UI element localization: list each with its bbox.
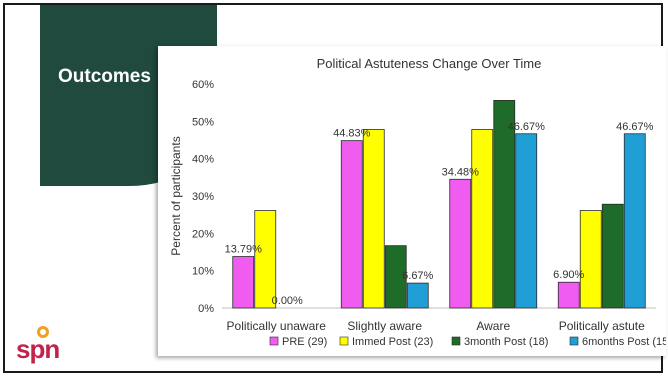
- chart-title: Political Astuteness Change Over Time: [317, 56, 542, 71]
- legend-swatch: [569, 336, 579, 346]
- legend-swatch: [339, 336, 349, 346]
- bar: [493, 100, 516, 309]
- y-axis-label: Percent of participants: [169, 136, 183, 255]
- x-tick-label: Aware: [476, 319, 510, 333]
- legend-label: Immed Post (23): [352, 336, 433, 348]
- legend-swatch: [269, 336, 279, 346]
- x-tick-label: Politically astute: [559, 319, 645, 333]
- y-tick-label: 50%: [192, 116, 214, 128]
- bar: [601, 203, 624, 309]
- data-label: 0.00%: [272, 295, 303, 307]
- bar: [340, 140, 363, 309]
- data-label: 44.83%: [333, 128, 371, 140]
- bar: [384, 245, 407, 309]
- bar: [623, 133, 646, 309]
- data-label: 46.67%: [508, 121, 546, 133]
- bar: [471, 129, 494, 309]
- bar: [557, 281, 580, 309]
- data-label: 34.48%: [442, 166, 480, 178]
- spn-logo: spn: [16, 326, 72, 370]
- logo-dot: [37, 326, 49, 338]
- data-label: 6.67%: [402, 270, 433, 282]
- chart-card: Political Astuteness Change Over Time Per…: [158, 46, 666, 356]
- bar: [362, 129, 385, 309]
- y-tick-label: 40%: [192, 154, 214, 166]
- logo-text: spn: [16, 334, 60, 364]
- y-tick-label: 60%: [192, 79, 214, 91]
- y-tick-label: 0%: [198, 303, 214, 315]
- bar: [406, 282, 429, 309]
- bar-chart: Political Astuteness Change Over Time Per…: [169, 56, 666, 348]
- data-label: 13.79%: [225, 244, 263, 256]
- y-tick-label: 30%: [192, 191, 214, 203]
- y-tick-label: 20%: [192, 228, 214, 240]
- bar: [232, 256, 255, 309]
- data-label: 6.90%: [553, 269, 584, 281]
- slide-title: Outcomes: [58, 66, 151, 87]
- bar: [579, 210, 602, 309]
- legend-label: 6months Post (15): [582, 336, 666, 348]
- y-tick-label: 10%: [192, 266, 214, 278]
- x-tick-label: Politically unaware: [227, 319, 327, 333]
- bar: [515, 133, 538, 309]
- bar: [449, 178, 472, 309]
- legend-label: 3month Post (18): [464, 336, 548, 348]
- data-label: 46.67%: [616, 121, 654, 133]
- legend-swatch: [451, 336, 461, 346]
- legend-label: PRE (29): [282, 336, 327, 348]
- x-tick-label: Slightly aware: [347, 319, 422, 333]
- bar: [254, 210, 277, 309]
